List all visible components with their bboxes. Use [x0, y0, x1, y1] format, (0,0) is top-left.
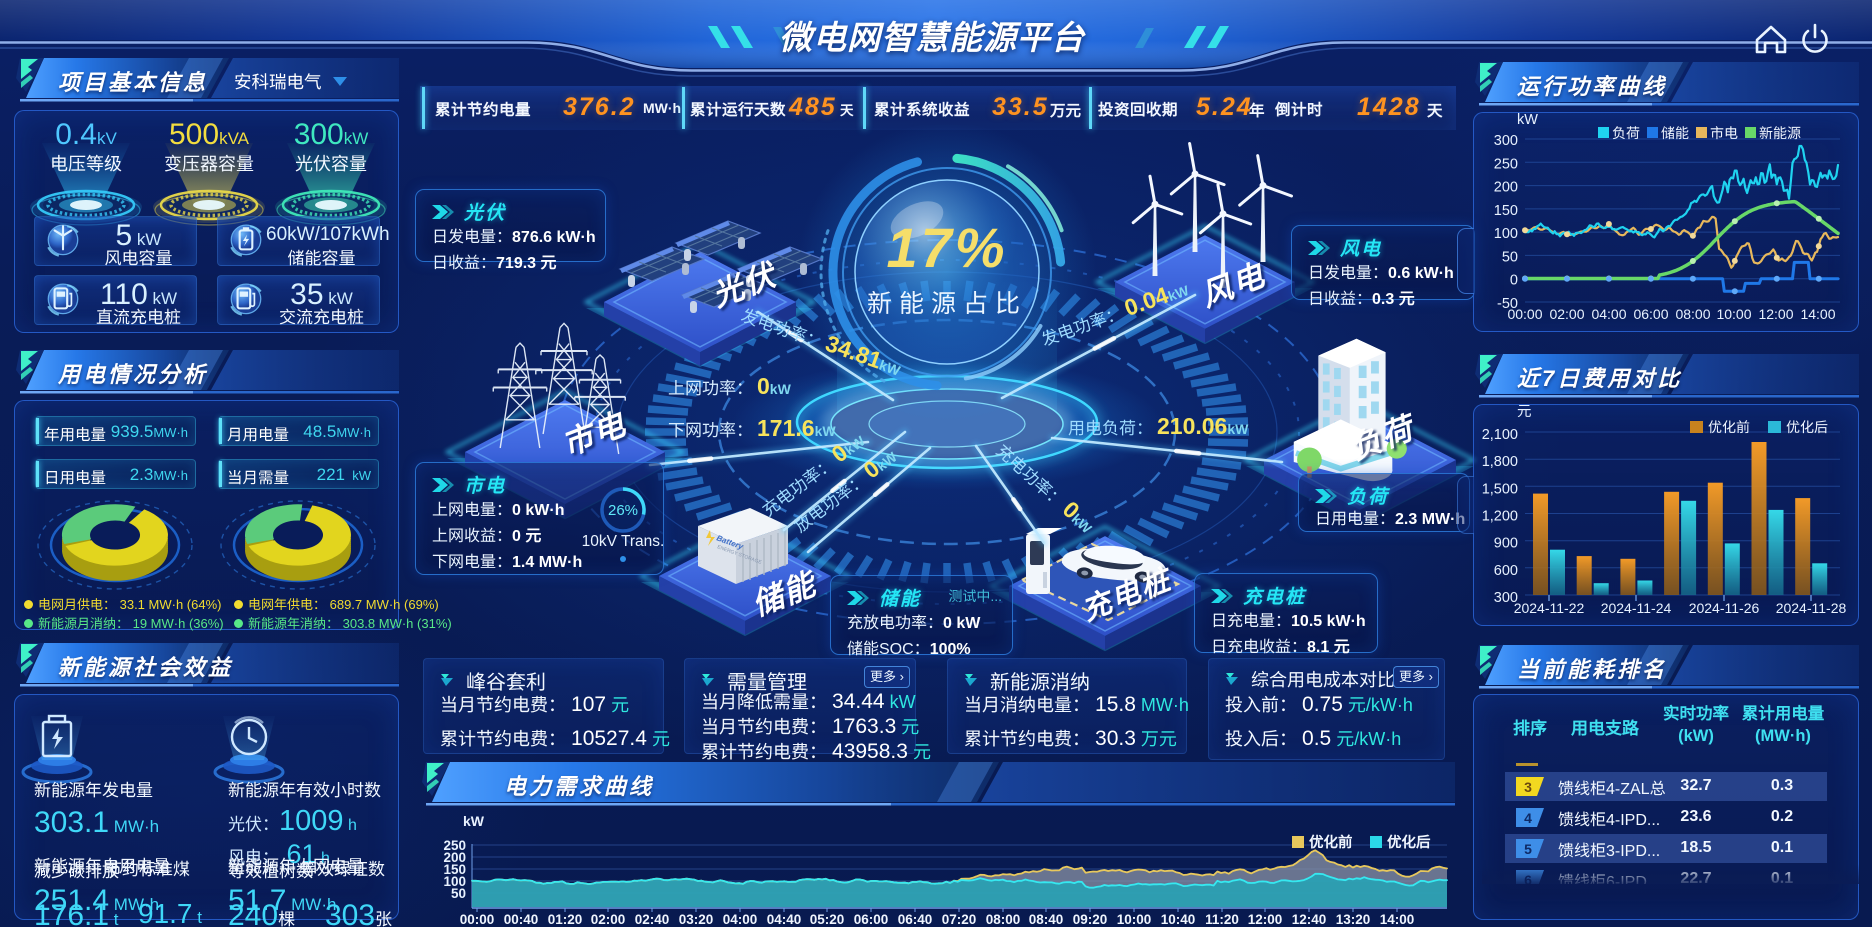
svg-text:07:20: 07:20	[942, 912, 977, 927]
svg-text:新能源: 新能源	[1759, 125, 1801, 141]
svg-text:17%: 17%	[886, 216, 1007, 279]
svg-text:13:20: 13:20	[1336, 912, 1371, 927]
svg-text:08:40: 08:40	[1029, 912, 1064, 927]
svg-text:600: 600	[1494, 563, 1518, 579]
svg-text:04:40: 04:40	[767, 912, 802, 927]
svg-text:用电负荷：: 用电负荷：	[1068, 419, 1153, 438]
svg-text:02:00: 02:00	[1549, 306, 1584, 322]
svg-text:250: 250	[443, 838, 466, 853]
svg-text:优化后: 优化后	[1786, 419, 1828, 435]
svg-text:06:40: 06:40	[898, 912, 933, 927]
svg-text:1,500: 1,500	[1482, 481, 1518, 497]
svg-text:10:00: 10:00	[1716, 306, 1751, 322]
svg-text:负荷: 负荷	[1612, 125, 1640, 141]
svg-text:元: 元	[1517, 404, 1532, 420]
svg-text:02:40: 02:40	[635, 912, 670, 927]
svg-text:优化后: 优化后	[1387, 834, 1431, 851]
svg-text:0: 0	[1510, 273, 1518, 289]
svg-text:14:00: 14:00	[1380, 912, 1415, 927]
svg-text:2024-11-24: 2024-11-24	[1601, 600, 1672, 616]
svg-text:00:40: 00:40	[504, 912, 539, 927]
svg-text:100: 100	[1494, 226, 1518, 242]
svg-text:2,100: 2,100	[1482, 427, 1518, 443]
svg-text:市电: 市电	[1710, 125, 1738, 141]
svg-text:00:00: 00:00	[1507, 306, 1542, 322]
svg-text:-50: -50	[1497, 296, 1518, 312]
svg-text:08:00: 08:00	[1675, 306, 1710, 322]
svg-text:10:40: 10:40	[1161, 912, 1196, 927]
svg-text:优化前: 优化前	[1309, 834, 1353, 851]
svg-text:3: 3	[1524, 779, 1532, 795]
svg-text:2024-11-26: 2024-11-26	[1689, 600, 1760, 616]
svg-text:300: 300	[1494, 590, 1518, 606]
svg-text:210.06kW: 210.06kW	[1157, 413, 1249, 439]
svg-text:02:00: 02:00	[591, 912, 626, 927]
svg-text:1,800: 1,800	[1482, 454, 1518, 470]
svg-text:04:00: 04:00	[723, 912, 758, 927]
svg-text:300: 300	[1494, 133, 1518, 149]
svg-text:250: 250	[1494, 156, 1518, 172]
svg-text:2024-11-22: 2024-11-22	[1514, 600, 1585, 616]
svg-text:09:20: 09:20	[1073, 912, 1108, 927]
svg-text:kW: kW	[1517, 112, 1538, 128]
svg-text:04:00: 04:00	[1591, 306, 1626, 322]
svg-text:储能: 储能	[1661, 125, 1689, 141]
svg-text:5: 5	[1524, 841, 1532, 857]
svg-text:10kV Trans.: 10kV Trans.	[582, 533, 665, 550]
svg-text:50: 50	[1502, 249, 1518, 265]
svg-text:150: 150	[443, 862, 466, 877]
svg-text:50: 50	[451, 886, 466, 901]
svg-text:200: 200	[443, 850, 466, 865]
svg-text:12:00: 12:00	[1248, 912, 1283, 927]
svg-text:06:00: 06:00	[854, 912, 889, 927]
svg-text:01:20: 01:20	[548, 912, 583, 927]
svg-text:12:00: 12:00	[1758, 306, 1793, 322]
svg-text:26%: 26%	[608, 502, 638, 519]
svg-text:12:40: 12:40	[1292, 912, 1327, 927]
svg-text:06:00: 06:00	[1633, 306, 1668, 322]
svg-text:08:00: 08:00	[986, 912, 1021, 927]
svg-text:1,200: 1,200	[1482, 509, 1518, 525]
svg-text:900: 900	[1494, 536, 1518, 552]
svg-text:kW: kW	[463, 813, 485, 829]
svg-text:新能源占比: 新能源占比	[867, 290, 1027, 318]
svg-text:00:00: 00:00	[460, 912, 495, 927]
svg-text:200: 200	[1494, 180, 1518, 196]
svg-text:4: 4	[1524, 810, 1532, 826]
svg-text:下网功率：: 下网功率：	[668, 421, 753, 440]
svg-text:05:20: 05:20	[810, 912, 845, 927]
svg-text:150: 150	[1494, 203, 1518, 219]
svg-text:11:20: 11:20	[1205, 912, 1239, 927]
svg-text:优化前: 优化前	[1708, 419, 1750, 435]
svg-text:100: 100	[443, 874, 466, 889]
svg-text:2024-11-28: 2024-11-28	[1776, 600, 1847, 616]
svg-text:03:20: 03:20	[679, 912, 714, 927]
svg-text:10:00: 10:00	[1117, 912, 1152, 927]
svg-text:14:00: 14:00	[1800, 306, 1835, 322]
svg-text:上网功率：: 上网功率：	[668, 379, 753, 398]
